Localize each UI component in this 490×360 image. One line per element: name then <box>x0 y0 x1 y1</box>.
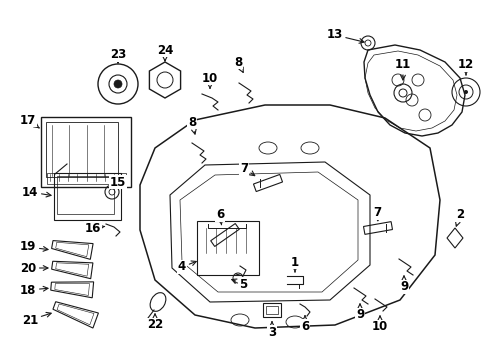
Text: 3: 3 <box>268 322 276 338</box>
Text: 18: 18 <box>20 284 48 297</box>
Text: 7: 7 <box>240 162 255 176</box>
Text: 22: 22 <box>147 314 163 332</box>
Text: 24: 24 <box>157 44 173 61</box>
Text: 4: 4 <box>178 261 196 274</box>
Text: 2: 2 <box>456 208 464 226</box>
Text: 16: 16 <box>85 221 105 234</box>
Text: 7: 7 <box>373 207 381 221</box>
Text: 13: 13 <box>327 28 364 43</box>
Text: 20: 20 <box>20 261 48 274</box>
Text: 5: 5 <box>232 278 247 291</box>
Text: 9: 9 <box>400 276 408 293</box>
Text: 15: 15 <box>110 175 126 189</box>
Circle shape <box>114 80 122 88</box>
Text: 14: 14 <box>22 185 51 198</box>
Bar <box>263 303 281 317</box>
Text: 6: 6 <box>301 316 309 333</box>
Text: 8: 8 <box>188 116 196 134</box>
Bar <box>266 306 278 314</box>
Text: 23: 23 <box>110 49 126 63</box>
Text: 10: 10 <box>202 72 218 88</box>
Text: 6: 6 <box>216 208 224 225</box>
Text: 12: 12 <box>458 58 474 75</box>
Text: 9: 9 <box>356 304 364 321</box>
Text: 21: 21 <box>22 312 51 327</box>
Text: 10: 10 <box>372 316 388 333</box>
Text: 11: 11 <box>395 58 411 80</box>
Text: 1: 1 <box>291 256 299 272</box>
Circle shape <box>464 90 468 94</box>
Text: 17: 17 <box>20 113 39 128</box>
Text: 19: 19 <box>20 240 48 253</box>
Text: 8: 8 <box>234 55 243 72</box>
